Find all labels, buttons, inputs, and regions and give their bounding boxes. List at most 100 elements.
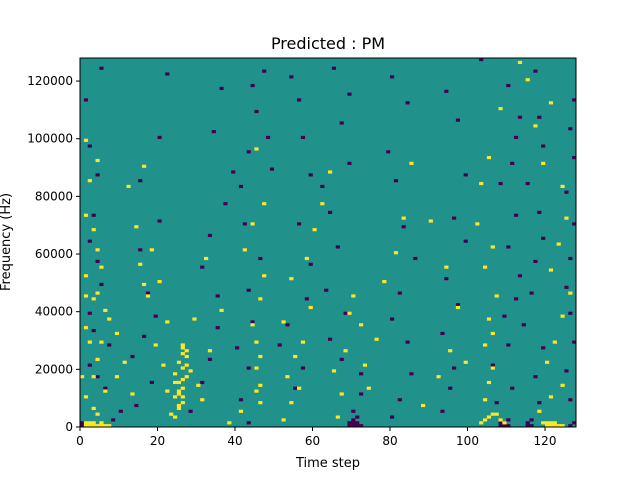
heatmap-cell-high xyxy=(502,421,507,425)
chart-title: Predicted : PM xyxy=(271,34,385,53)
heatmap-cell-low xyxy=(568,256,573,261)
x-axis: 0 20 40 60 80 100 120 xyxy=(76,427,556,448)
heatmap-cell-low xyxy=(343,311,348,315)
heatmap-cell-high xyxy=(173,415,178,419)
heatmap-cell-high xyxy=(533,124,538,128)
heatmap-cell-low xyxy=(409,372,414,376)
heatmap-cell-high xyxy=(173,395,178,399)
x-axis-label: Time step xyxy=(295,456,360,471)
heatmap-cell-high xyxy=(328,170,333,174)
heatmap-cell-low xyxy=(521,323,526,327)
heatmap-cell-low xyxy=(242,222,247,226)
heatmap-cell-high xyxy=(87,421,92,425)
heatmap-cell-high xyxy=(200,398,205,402)
heatmap-cell-low xyxy=(506,343,511,347)
heatmap-cell-low xyxy=(517,115,523,119)
heatmap-cell-high xyxy=(83,274,89,278)
heatmap-cell-high xyxy=(428,219,433,223)
heatmap-cell-low xyxy=(359,372,364,376)
heatmap-cell-high xyxy=(107,424,112,428)
heatmap-cell-low xyxy=(537,210,542,214)
heatmap-cell-high xyxy=(153,343,158,347)
heatmap-cell-high xyxy=(180,395,185,399)
heatmap-cell-low xyxy=(525,181,530,186)
heatmap-cell-high xyxy=(91,421,96,425)
heatmap-cell-low xyxy=(463,239,468,243)
heatmap-background xyxy=(80,58,576,427)
heatmap-cell-low xyxy=(529,418,534,422)
heatmap-cell-high xyxy=(95,424,100,428)
heatmap-cell-low xyxy=(277,343,282,347)
heatmap-cell-low xyxy=(99,66,104,70)
heatmap-cell-high xyxy=(409,161,414,165)
heatmap-cell-low xyxy=(568,127,573,131)
heatmap-cell-low xyxy=(564,369,569,373)
heatmap-cell-high xyxy=(107,317,112,321)
heatmap-cell-low xyxy=(107,343,112,347)
heatmap-cell-high xyxy=(258,383,263,387)
heatmap-cell-high xyxy=(289,401,294,405)
heatmap-cell-high xyxy=(548,424,554,428)
heatmap-cell-high xyxy=(347,311,352,315)
heatmap-cell-high xyxy=(548,395,554,399)
heatmap-cell-low xyxy=(405,101,410,105)
heatmap-cell-high xyxy=(448,349,453,353)
heatmap-cell-low xyxy=(231,170,236,174)
heatmap-cell-low xyxy=(87,363,92,367)
heatmap-cell-high xyxy=(142,282,147,287)
heatmap-cell-low xyxy=(258,256,263,261)
heatmap-cell-high xyxy=(262,274,267,278)
heatmap-cell-high xyxy=(99,265,104,269)
heatmap-cell-high xyxy=(91,297,96,301)
heatmap-cell-high xyxy=(560,314,565,318)
heatmap-cell-high xyxy=(541,161,546,165)
heatmap-cell-high xyxy=(359,323,364,327)
heatmap-cell-high xyxy=(176,389,182,393)
heatmap-cell-high xyxy=(184,375,189,379)
heatmap-cell-high xyxy=(130,392,135,396)
heatmap-cell-low xyxy=(238,184,244,189)
heatmap-cell-low xyxy=(525,421,530,425)
heatmap-cell-low xyxy=(455,118,461,122)
heatmap-cell-low xyxy=(289,75,294,79)
heatmap-cell-high xyxy=(556,424,561,428)
heatmap-cell-high xyxy=(289,277,294,281)
heatmap-cell-high xyxy=(490,245,495,249)
heatmap-cell-low xyxy=(215,294,220,298)
heatmap-cell-high xyxy=(552,340,557,344)
heatmap-cell-high xyxy=(293,354,298,359)
heatmap-cell-low xyxy=(138,179,143,183)
heatmap-cell-high xyxy=(250,222,255,226)
heatmap-cell-low xyxy=(452,216,457,220)
heatmap-cell-high xyxy=(254,366,259,370)
heatmap-cell-high xyxy=(87,424,92,428)
heatmap-cell-high xyxy=(382,279,387,284)
heatmap-cell-high xyxy=(83,294,89,298)
heatmap-cell-low xyxy=(506,418,511,422)
heatmap-cell-low xyxy=(510,386,515,390)
heatmap-cell-high xyxy=(548,268,554,272)
heatmap-cell-high xyxy=(475,222,480,226)
heatmap-cell-low xyxy=(103,386,108,390)
heatmap-cell-low xyxy=(359,424,364,428)
heatmap-cell-low xyxy=(355,415,360,419)
heatmap-cell-high xyxy=(258,354,263,359)
heatmap-cell-low xyxy=(397,291,402,295)
heatmap-cell-high xyxy=(122,360,127,364)
heatmap-cell-low xyxy=(564,190,569,194)
heatmap-cell-high xyxy=(103,389,108,393)
heatmap-cell-high xyxy=(83,395,89,399)
heatmap-cell-low xyxy=(95,173,100,177)
heatmap-cell-low xyxy=(80,424,85,428)
heatmap-cell-high xyxy=(180,401,185,405)
heatmap-cell-low xyxy=(525,424,530,428)
heatmap-cell-low xyxy=(87,311,92,315)
heatmap-cell-high xyxy=(83,138,89,142)
heatmap-cell-high xyxy=(173,380,178,385)
heatmap-cell-high xyxy=(494,294,499,298)
heatmap-cell-low xyxy=(568,424,573,428)
heatmap-cell-high xyxy=(300,340,306,344)
heatmap-cell-low xyxy=(533,69,538,73)
heatmap-cell-low xyxy=(142,334,147,338)
heatmap-cell-low xyxy=(444,89,449,93)
